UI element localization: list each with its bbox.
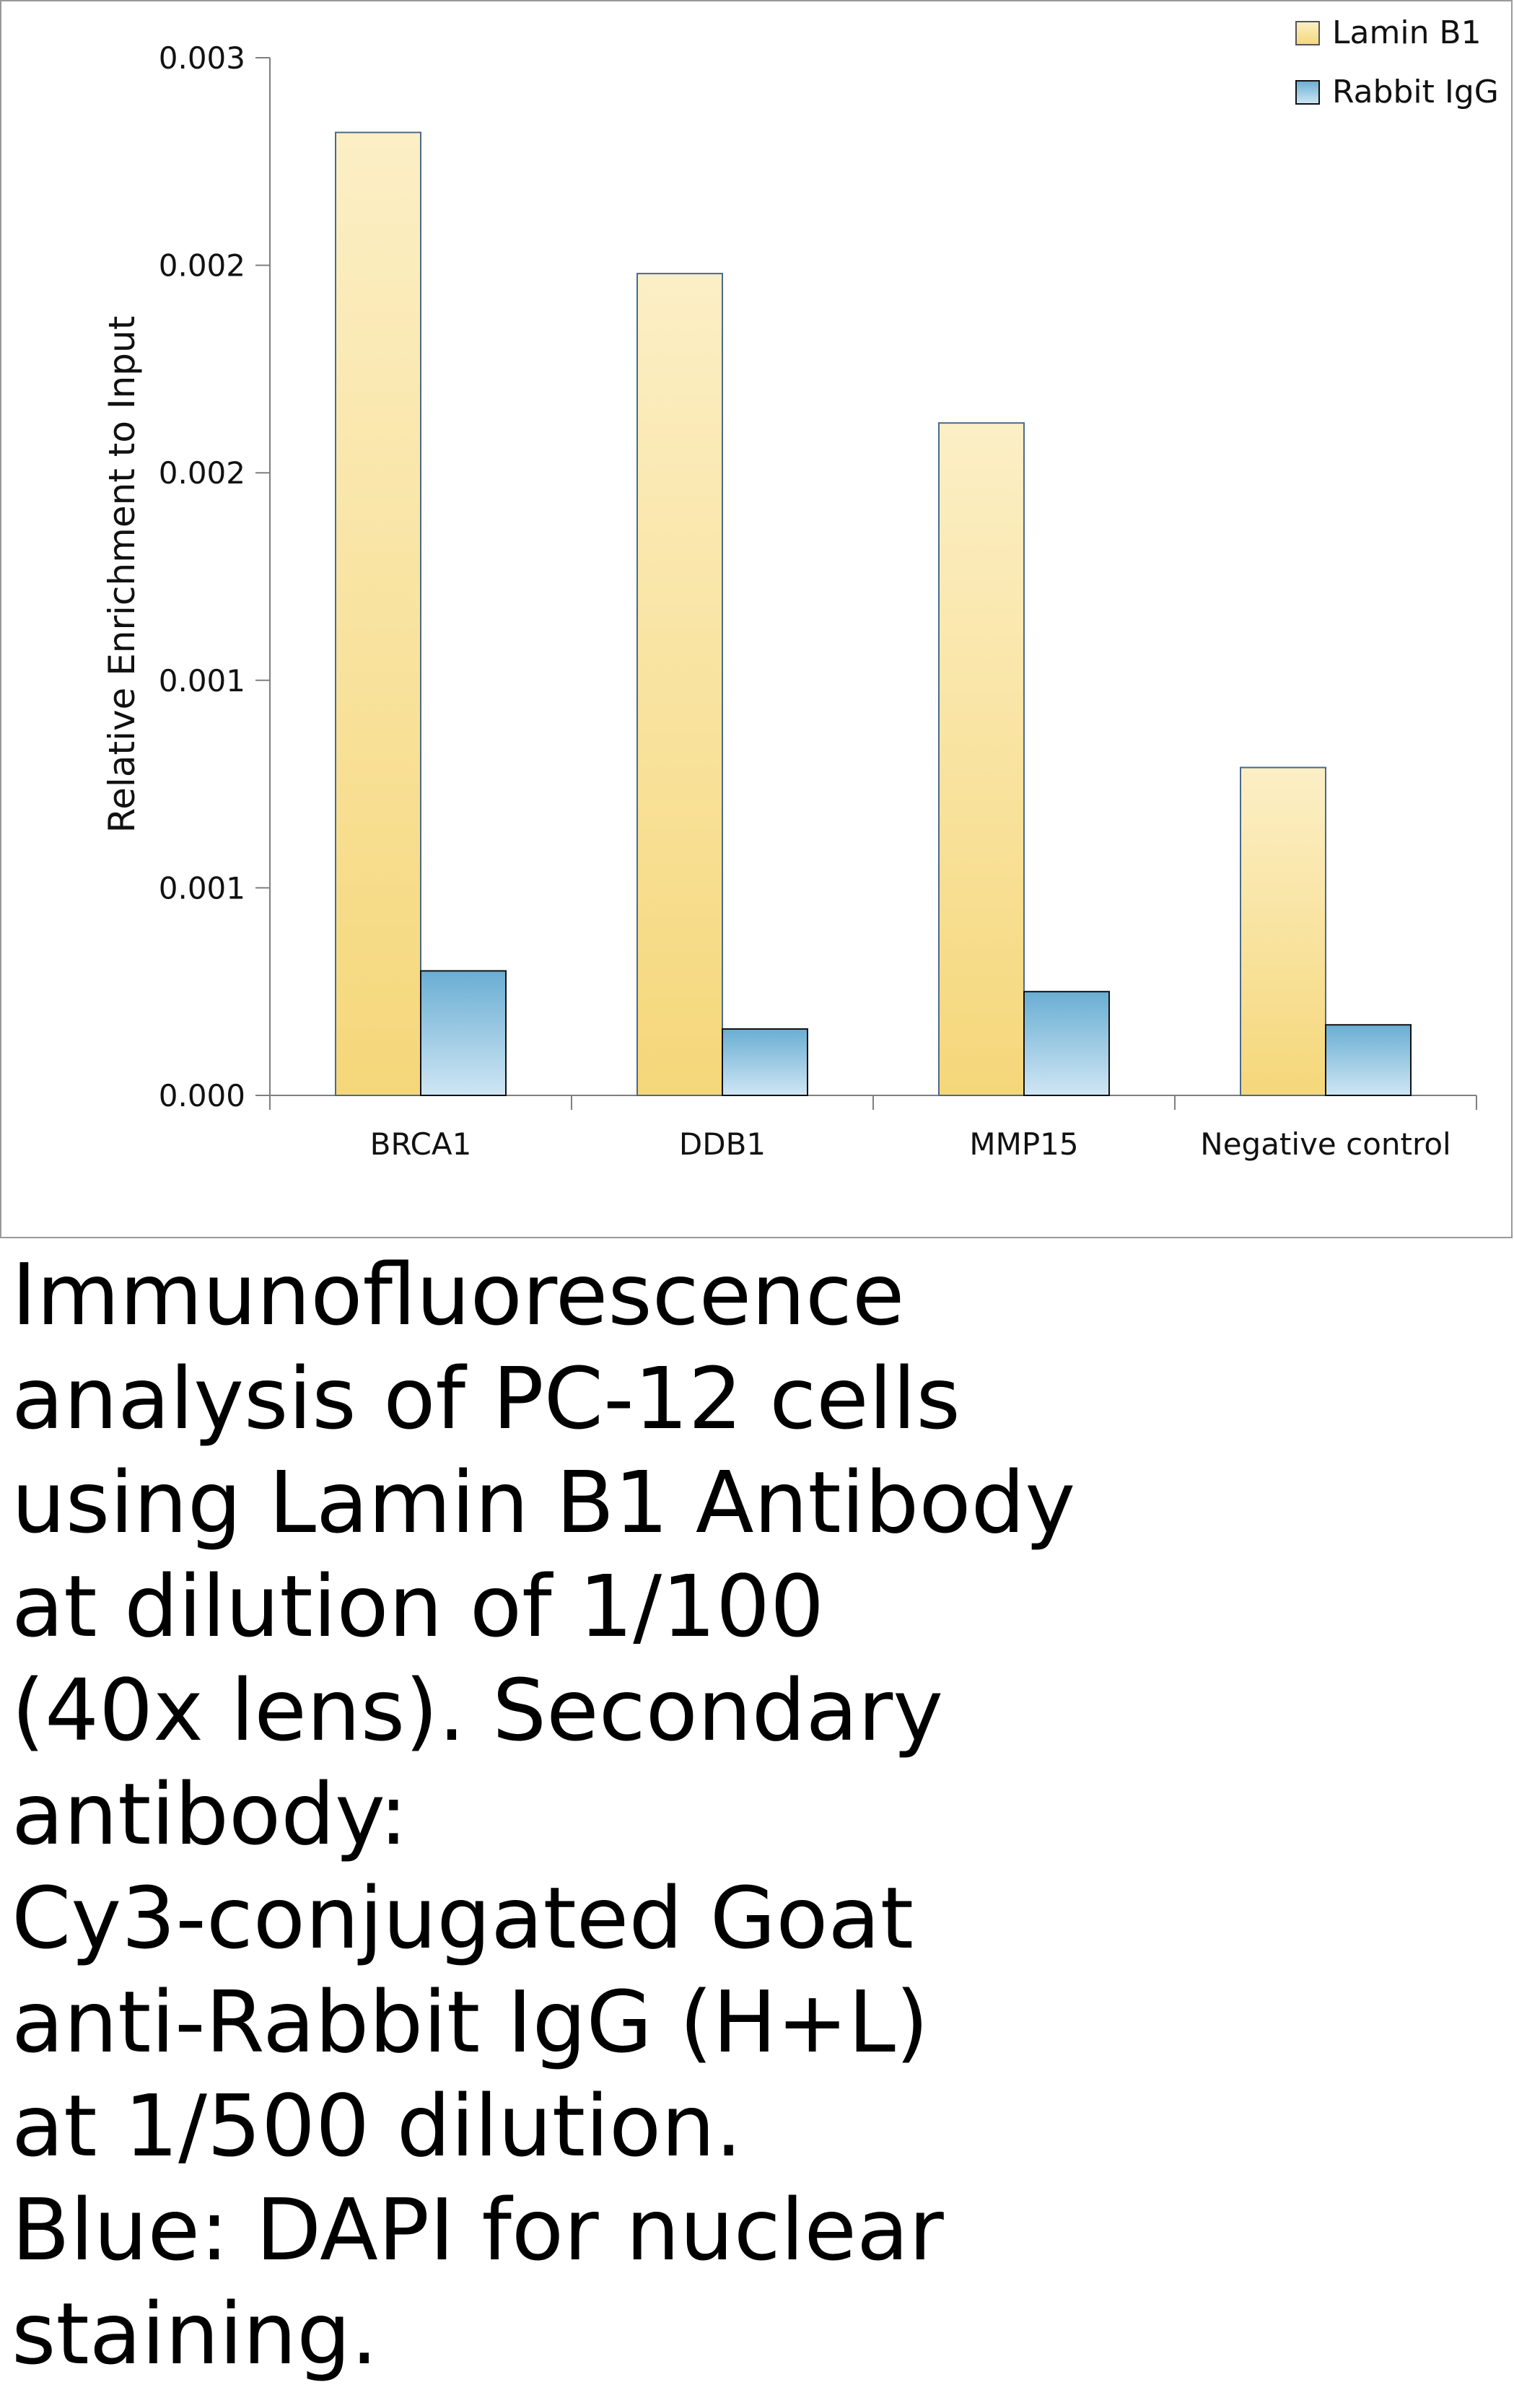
- bar-lamin-b1: [1240, 766, 1326, 1097]
- y-axis: 0.000 0.001 0.001 0.002 0.002 0.003: [159, 40, 271, 1113]
- bars: [335, 131, 1412, 1097]
- bar-lamin-b1: [636, 273, 723, 1096]
- legend-label: Lamin B1: [1332, 14, 1482, 51]
- bar-lamin-b1: [938, 422, 1025, 1096]
- y-tick-label: 0.001: [159, 870, 245, 906]
- bar-rabbit-igg: [1325, 1024, 1412, 1096]
- x-tick-label: Negative control: [1200, 1126, 1450, 1162]
- y-tick-label: 0.003: [159, 40, 245, 76]
- bar-chart: 0.000 0.001 0.001 0.002 0.002 0.003 BRCA1 DDB1…: [101, 14, 1499, 1162]
- y-axis-title: Relative Enrichment to Input: [101, 316, 143, 833]
- bar-rabbit-igg: [420, 970, 507, 1096]
- legend-swatch: [1295, 80, 1320, 105]
- bar-lamin-b1: [335, 131, 421, 1096]
- legend-label: Rabbit IgG: [1332, 74, 1499, 110]
- bar-rabbit-igg: [1023, 991, 1110, 1096]
- bar-rabbit-igg: [722, 1028, 808, 1097]
- figure-caption: Immunofluorescence analysis of PC-12 cel…: [12, 1245, 1076, 2383]
- x-tick-label: BRCA1: [370, 1126, 472, 1162]
- legend: Lamin B1 Rabbit IgG: [1295, 14, 1499, 110]
- y-tick-label: 0.002: [159, 248, 245, 284]
- y-tick-label: 0.000: [159, 1078, 245, 1113]
- y-tick-label: 0.002: [159, 455, 245, 491]
- x-axis: BRCA1 DDB1 MMP15 Negative control: [269, 1095, 1477, 1162]
- x-tick-label: MMP15: [969, 1126, 1078, 1162]
- y-tick-label: 0.001: [159, 663, 245, 699]
- legend-swatch: [1295, 21, 1320, 45]
- x-tick-label: DDB1: [679, 1126, 766, 1162]
